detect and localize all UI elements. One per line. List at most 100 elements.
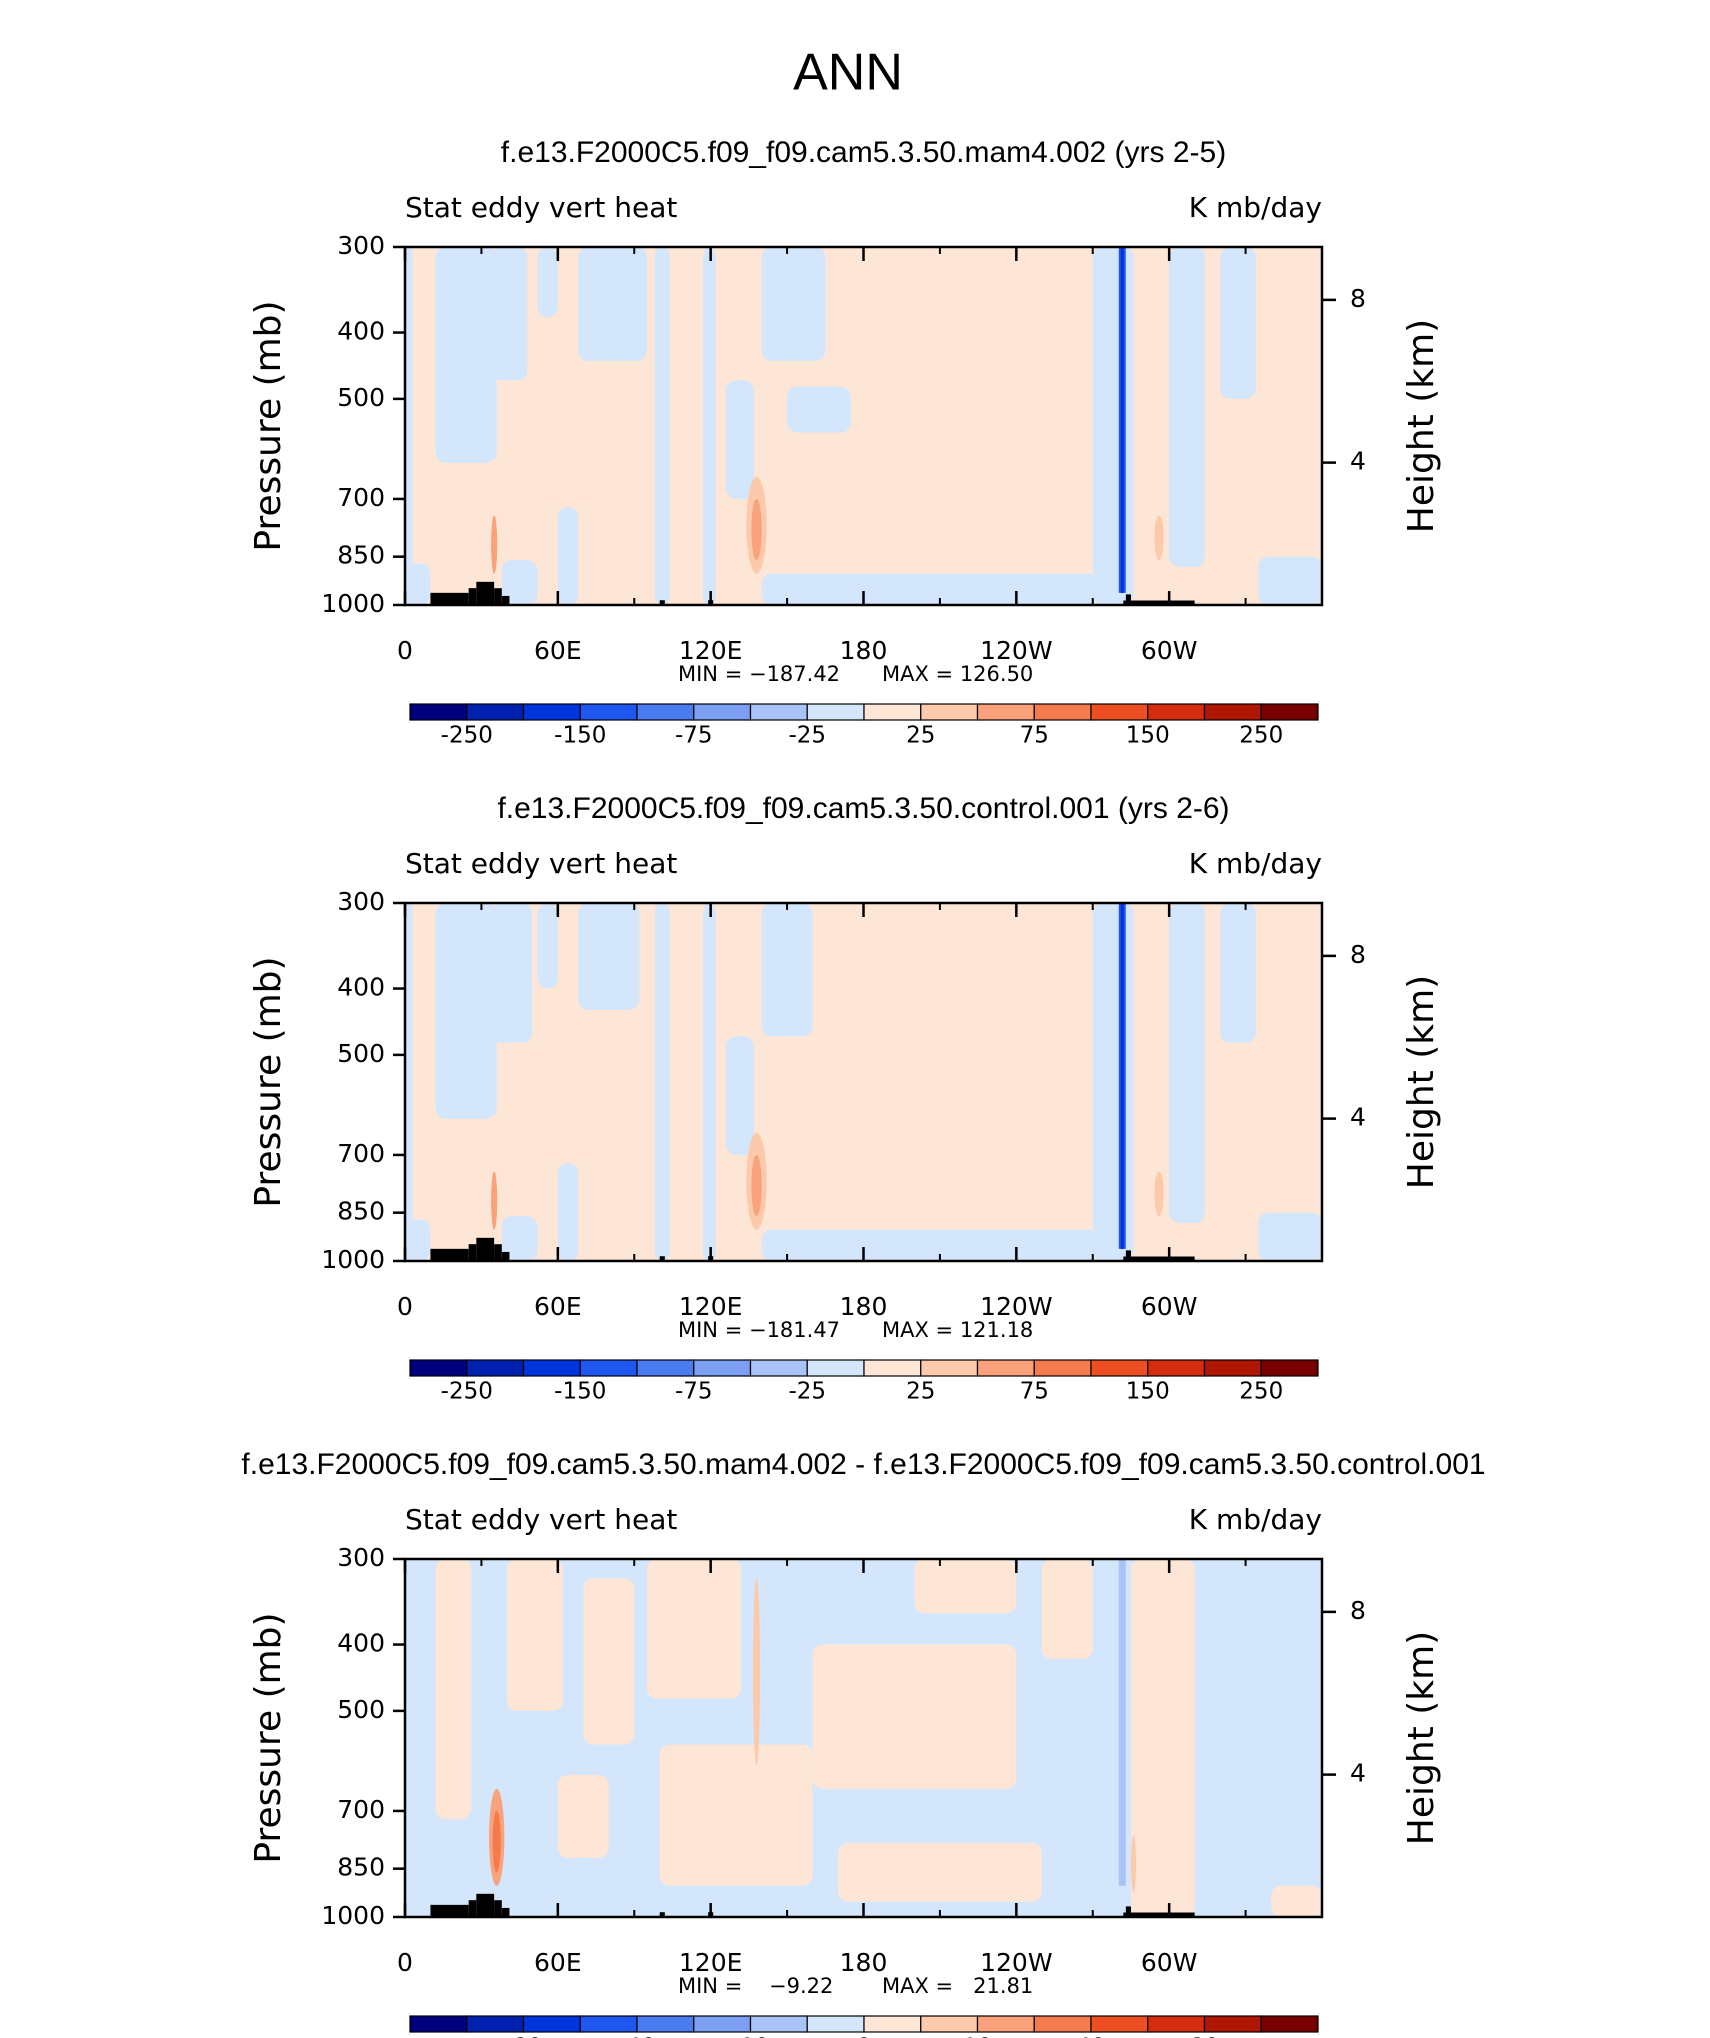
- contour-region: [405, 903, 413, 1261]
- topography: [476, 1237, 495, 1261]
- colorbar-box: [976, 2015, 1035, 2033]
- contour-region: [435, 1559, 472, 1820]
- colorbar-label: 250: [1239, 1379, 1283, 1405]
- colorbar-box: [863, 2015, 922, 2033]
- colorbar-box: [1260, 1359, 1319, 1377]
- colorbar-label: -80: [505, 2035, 543, 2038]
- colorbar-box: [693, 1359, 752, 1377]
- contour-field: [405, 1559, 1322, 1917]
- colorbar-box: [1033, 2015, 1092, 2033]
- colorbar-box: [749, 1359, 808, 1377]
- colorbar-box: [863, 1359, 922, 1377]
- contour-region: [725, 380, 754, 499]
- topography: [501, 1251, 510, 1261]
- topography: [1169, 1256, 1195, 1261]
- colorbar-box: [1033, 1359, 1092, 1377]
- contour-region: [578, 903, 640, 1011]
- panel-title: f.e13.F2000C5.f09_f09.cam5.3.50.mam4.002…: [501, 136, 1226, 169]
- colorbar-box: [1147, 703, 1206, 721]
- max-label: MAX = 21.81: [882, 1974, 1033, 1998]
- contour-region: [1258, 556, 1322, 605]
- contour-region: [761, 1229, 1098, 1261]
- x-tick-label: 0: [397, 1948, 413, 1977]
- colorbar-box: [409, 703, 468, 721]
- colorbar-box: [1033, 703, 1092, 721]
- panel-title: f.e13.F2000C5.f09_f09.cam5.3.50.control.…: [497, 792, 1229, 825]
- contour-region: [761, 247, 826, 361]
- colorbar-box: [579, 2015, 638, 2033]
- colorbar-box: [976, 1359, 1035, 1377]
- contour-field: [405, 247, 1322, 605]
- colorbar-box: [1203, 2015, 1262, 2033]
- contour-region: [761, 903, 813, 1037]
- colorbar-box: [1090, 1359, 1149, 1377]
- colorbar-box: [749, 703, 808, 721]
- contour-region: [537, 247, 558, 318]
- right-string: K mb/day: [1189, 847, 1322, 880]
- colorbar-label: 80: [1190, 2035, 1219, 2038]
- colorbar-label: 75: [1020, 1379, 1049, 1405]
- contour-region: [1130, 1835, 1137, 1893]
- topography: [494, 1900, 502, 1917]
- y-tick-label: 500: [337, 383, 385, 412]
- colorbar-box: [409, 1359, 468, 1377]
- contour-region: [583, 1578, 635, 1745]
- contour-region: [751, 498, 762, 561]
- colorbar-box: [636, 703, 695, 721]
- contour-region: [1169, 247, 1205, 567]
- colorbar-box: [920, 703, 979, 721]
- colorbar-label: 10: [963, 2035, 992, 2038]
- y2-tick-label: 4: [1350, 1103, 1366, 1132]
- colorbar-box: [806, 1359, 865, 1377]
- y-tick-label: 500: [337, 1695, 385, 1724]
- left-string: Stat eddy vert heat: [405, 1503, 677, 1536]
- topography: [1125, 594, 1131, 605]
- contour-region: [751, 1154, 762, 1217]
- topography: [494, 588, 502, 605]
- topography: [1169, 1912, 1195, 1917]
- y-tick-label: 1000: [321, 1901, 385, 1930]
- x-tick-label: 0: [397, 636, 413, 665]
- y2-tick-label: 4: [1350, 1759, 1366, 1788]
- y2-tick-label: 8: [1350, 940, 1366, 969]
- y-tick-label: 700: [337, 1795, 385, 1824]
- left-string: Stat eddy vert heat: [405, 191, 677, 224]
- colorbar-box: [693, 2015, 752, 2033]
- topography: [1125, 1906, 1131, 1917]
- contour-region: [1041, 1559, 1093, 1660]
- topography: [501, 595, 510, 605]
- contour-region: [654, 903, 670, 1261]
- colorbar-label: -25: [788, 1379, 826, 1405]
- contour-region: [537, 903, 558, 989]
- contour-region: [787, 386, 851, 433]
- topography: [1169, 600, 1195, 605]
- topography: [659, 600, 665, 605]
- y-tick-label: 400: [337, 317, 385, 346]
- contour-region: [491, 515, 498, 574]
- colorbar-box: [1090, 2015, 1149, 2033]
- contour-region: [1271, 1885, 1322, 1917]
- contour-region: [1120, 247, 1124, 593]
- x-tick-label: 180: [840, 1948, 888, 1977]
- y-tick-label: 400: [337, 1629, 385, 1658]
- colorbar-label: -10: [732, 2035, 770, 2038]
- contour-region: [501, 560, 538, 605]
- x-tick-label: 120E: [679, 636, 743, 665]
- colorbar-box: [522, 1359, 581, 1377]
- contour-region: [1169, 903, 1205, 1223]
- contour-region: [557, 1774, 609, 1858]
- contour-region: [1092, 247, 1134, 605]
- topography: [1123, 600, 1170, 605]
- topography: [501, 1907, 510, 1917]
- x-tick-label: 60W: [1141, 1292, 1198, 1321]
- contour-region: [1220, 903, 1256, 1043]
- max-label: MAX = 126.50: [882, 662, 1033, 686]
- topography: [659, 1912, 665, 1917]
- topography: [476, 1893, 495, 1917]
- colorbar-label: -250: [441, 1379, 493, 1405]
- contour-region: [1258, 1212, 1322, 1261]
- y2-tick-label: 8: [1350, 1596, 1366, 1625]
- colorbar-box: [1260, 703, 1319, 721]
- y-tick-label: 300: [337, 1543, 385, 1572]
- colorbar-box: [522, 2015, 581, 2033]
